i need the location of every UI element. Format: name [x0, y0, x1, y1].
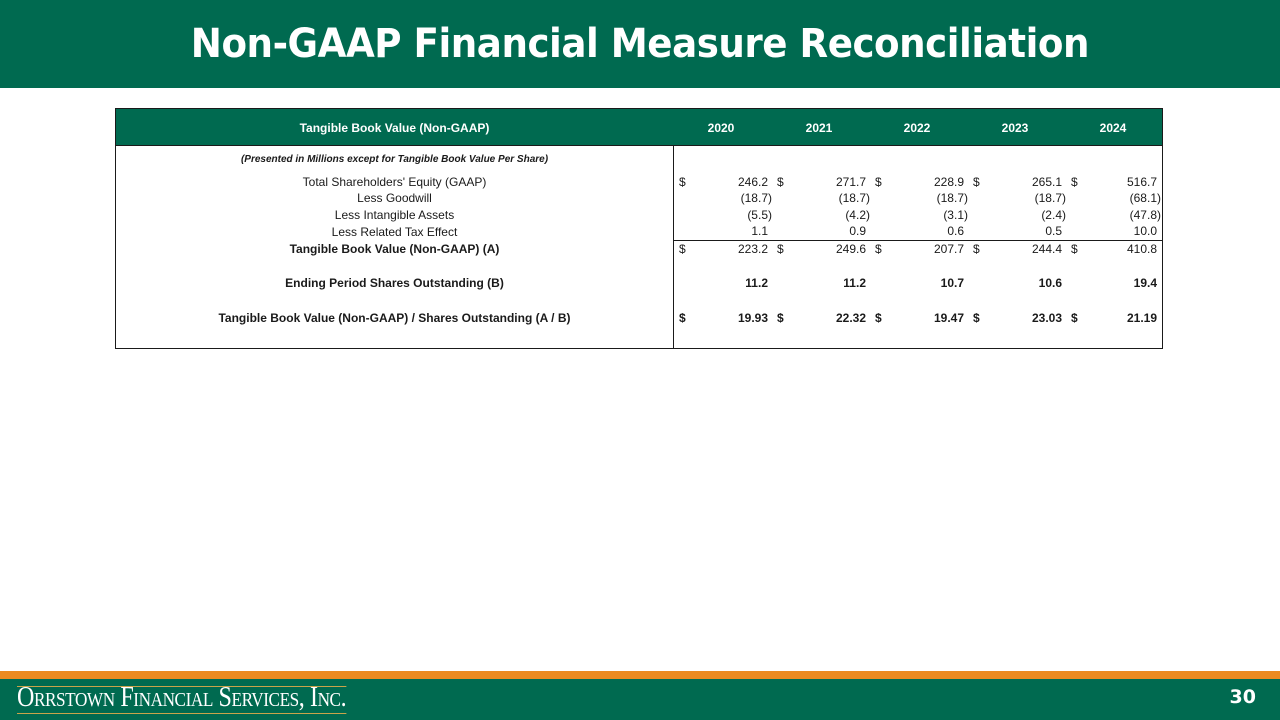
value-2023: 23.03 — [1031, 311, 1062, 325]
dollar-sign: $ — [875, 175, 882, 189]
subtotal-rule — [674, 240, 1162, 241]
row-label-tbv-per-share: Tangible Book Value (Non-GAAP) / Shares … — [218, 311, 571, 325]
dollar-sign: $ — [1071, 175, 1078, 189]
company-logo: Orrstown Financial Services, Inc. — [17, 682, 347, 714]
column-divider — [673, 146, 674, 348]
row-label-tax-effect: Less Related Tax Effect — [331, 225, 458, 239]
header-year-2020: 2020 — [707, 120, 735, 135]
header-year-2022: 2022 — [903, 120, 931, 135]
value-2020: 246.2 — [737, 175, 768, 189]
value-2021: 11.2 — [843, 276, 866, 290]
value-2021: (4.2) — [845, 208, 870, 222]
dollar-sign: $ — [679, 242, 686, 256]
header-year-2023: 2023 — [1001, 120, 1029, 135]
value-2024: 516.7 — [1126, 175, 1157, 189]
row-label-tbv: Tangible Book Value (Non-GAAP) (A) — [289, 242, 500, 256]
value-2024: 19.4 — [1133, 276, 1157, 290]
dollar-sign: $ — [973, 242, 980, 256]
value-2020: (18.7) — [740, 191, 772, 205]
dollar-sign: $ — [1071, 242, 1078, 256]
value-2022: (3.1) — [943, 208, 968, 222]
dollar-sign: $ — [777, 242, 784, 256]
value-2023: 244.4 — [1031, 242, 1062, 256]
header-year-2021: 2021 — [805, 120, 833, 135]
value-2020: 223.2 — [737, 242, 768, 256]
table-header: Tangible Book Value (Non-GAAP) 2020 2021… — [116, 109, 1162, 146]
value-2024: (68.1) — [1129, 191, 1161, 205]
value-2024: 10.0 — [1133, 224, 1157, 238]
value-2020: 11.2 — [745, 276, 768, 290]
footer-bar: Orrstown Financial Services, Inc. 30 — [0, 679, 1280, 720]
row-label-goodwill: Less Goodwill — [357, 191, 432, 205]
value-2023: 0.5 — [1045, 224, 1062, 238]
value-2022: 0.6 — [947, 224, 964, 238]
table-row-intangibles: (5.5) (4.2) (3.1) (2.4) (47.8) — [674, 207, 1162, 224]
table-row-goodwill: (18.7) (18.7) (18.7) (18.7) (68.1) — [674, 190, 1162, 207]
row-label-intangibles: Less Intangible Assets — [334, 208, 455, 222]
row-label-total-equity: Total Shareholders' Equity (GAAP) — [302, 175, 487, 189]
table-row-tbv: $ 223.2 $ 249.6 $ 207.7 $ 244.4 $ 410.8 — [674, 241, 1162, 258]
header-year-2024: 2024 — [1099, 120, 1127, 135]
slide-title: Non-GAAP Financial Measure Reconciliatio… — [190, 21, 1090, 67]
table-row-tax-effect: 1.1 0.9 0.6 0.5 10.0 — [674, 223, 1162, 240]
dollar-sign: $ — [679, 311, 686, 325]
value-2022: 10.7 — [940, 276, 964, 290]
value-2021: 22.32 — [835, 311, 866, 325]
value-2023: 10.6 — [1038, 276, 1062, 290]
dollar-sign: $ — [777, 175, 784, 189]
title-bar: Non-GAAP Financial Measure Reconciliatio… — [0, 0, 1280, 88]
tangible-book-value-table: Tangible Book Value (Non-GAAP) 2020 2021… — [115, 108, 1163, 349]
dollar-sign: $ — [1071, 311, 1078, 325]
value-2021: 249.6 — [835, 242, 866, 256]
value-2020: 19.93 — [737, 311, 768, 325]
value-2022: 207.7 — [933, 242, 964, 256]
dollar-sign: $ — [973, 311, 980, 325]
value-2022: (18.7) — [936, 191, 968, 205]
value-2023: 265.1 — [1031, 175, 1062, 189]
value-2024: 21.19 — [1126, 311, 1157, 325]
value-2020: 1.1 — [751, 224, 768, 238]
dollar-sign: $ — [875, 242, 882, 256]
dollar-sign: $ — [973, 175, 980, 189]
value-2023: (18.7) — [1034, 191, 1066, 205]
row-label-shares: Ending Period Shares Outstanding (B) — [285, 276, 504, 290]
header-label: Tangible Book Value (Non-GAAP) — [299, 120, 490, 135]
value-2022: 228.9 — [933, 175, 964, 189]
value-2021: (18.7) — [838, 191, 870, 205]
table-row-tbv-per-share: $ 19.93 $ 22.32 $ 19.47 $ 23.03 $ 21.19 — [674, 310, 1162, 327]
value-2022: 19.47 — [933, 311, 964, 325]
value-2021: 0.9 — [849, 224, 866, 238]
value-2021: 271.7 — [835, 175, 866, 189]
value-2024: 410.8 — [1126, 242, 1157, 256]
value-2023: (2.4) — [1041, 208, 1066, 222]
footer-accent-stripe — [0, 671, 1280, 679]
value-2020: (5.5) — [747, 208, 772, 222]
dollar-sign: $ — [875, 311, 882, 325]
table-row-shares: 11.2 11.2 10.7 10.6 19.4 — [674, 275, 1162, 292]
value-2024: (47.8) — [1129, 208, 1161, 222]
page-number: 30 — [1229, 686, 1256, 708]
dollar-sign: $ — [777, 311, 784, 325]
dollar-sign: $ — [679, 175, 686, 189]
units-note: (Presented in Millions except for Tangib… — [240, 154, 549, 165]
table-row-total-equity: $ 246.2 $ 271.7 $ 228.9 $ 265.1 $ 516.7 — [674, 174, 1162, 191]
